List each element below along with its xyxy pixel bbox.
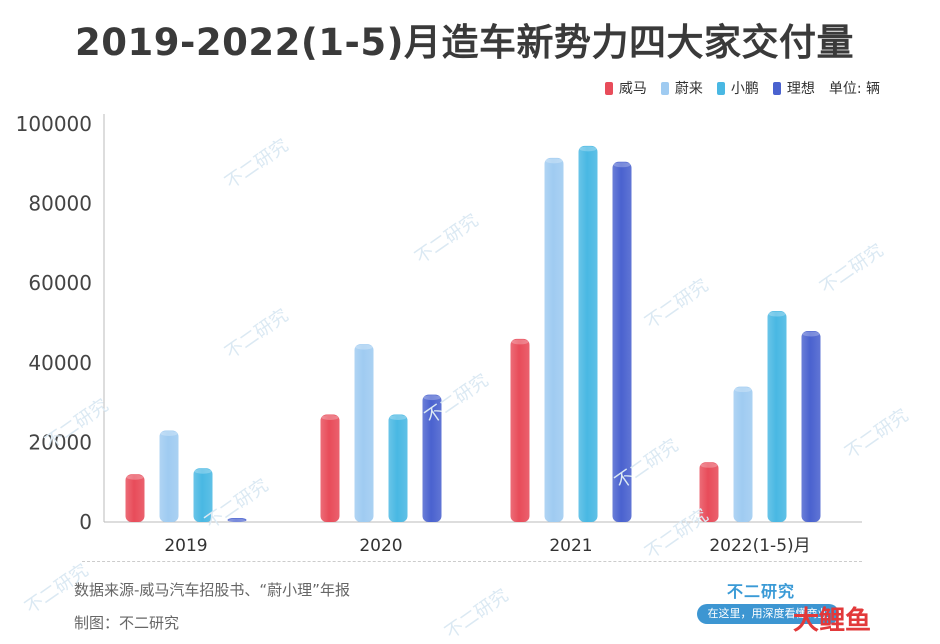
legend-swatch	[604, 81, 613, 95]
bar-top-highlight	[734, 387, 752, 393]
bar-top-highlight	[321, 415, 339, 421]
bar-2022(1-5)月-威马	[699, 462, 719, 522]
bar-top-highlight	[613, 162, 631, 168]
corner-logo: 大鲤鱼	[793, 606, 872, 636]
legend-label: 蔚来	[674, 81, 703, 97]
legend-items: 威马 蔚来 小鹏 理想	[591, 78, 815, 98]
y-tick-label: 0	[79, 510, 92, 534]
bar-2020-威马	[320, 414, 340, 522]
bar-2021-威马	[510, 338, 530, 522]
bar-2019-理想	[227, 518, 247, 522]
footer-divider	[82, 561, 862, 562]
maker-note: 制图：不二研究	[74, 614, 180, 632]
y-tick-label: 40000	[28, 351, 92, 375]
legend-swatch	[716, 81, 725, 95]
legend-item: 威马	[604, 78, 647, 98]
bar-top-highlight	[579, 146, 597, 152]
y-tick-label: 20000	[28, 430, 92, 454]
bar-2022(1-5)月-小鹏	[767, 311, 787, 522]
y-tick-label: 60000	[28, 271, 92, 295]
legend-swatch	[660, 81, 669, 95]
bar-2019-蔚来	[159, 430, 179, 522]
legend-item: 小鹏	[716, 78, 759, 98]
bar-2021-蔚来	[544, 157, 564, 522]
legend-label: 小鹏	[730, 81, 759, 97]
bar-2020-小鹏	[388, 414, 408, 522]
chart-legend: 威马 蔚来 小鹏 理想 单位: 辆	[591, 78, 880, 98]
source-note: 数据来源-威马汽车招股书、“蔚小理”年报	[74, 581, 350, 599]
bar-top-highlight	[545, 158, 563, 164]
x-tick-label: 2019	[164, 536, 207, 556]
chart-title: 2019-2022(1-5)月造车新势力四大家交付量	[75, 21, 854, 64]
bar-top-highlight	[511, 339, 529, 345]
bar-2021-理想	[612, 161, 632, 522]
legend-item: 蔚来	[660, 78, 703, 98]
bar-2020-理想	[422, 394, 442, 522]
bar-2019-小鹏	[193, 468, 213, 522]
bar-top-highlight	[228, 518, 246, 524]
bar-2021-小鹏	[578, 145, 598, 522]
unit-label: 单位: 辆	[828, 81, 880, 97]
x-tick-label: 2022(1-5)月	[709, 536, 810, 556]
legend-item: 理想	[772, 78, 815, 98]
bar-2022(1-5)月-理想	[801, 330, 821, 522]
y-tick-label: 100000	[16, 112, 92, 136]
bar-2019-威马	[125, 474, 145, 522]
legend-label: 威马	[618, 81, 647, 97]
bar-top-highlight	[802, 331, 820, 337]
bar-2022(1-5)月-蔚来	[733, 386, 753, 522]
bar-top-highlight	[768, 311, 786, 317]
legend-swatch	[772, 81, 781, 95]
x-tick-label: 2020	[359, 536, 402, 556]
bar-top-highlight	[700, 462, 718, 468]
legend-label: 理想	[786, 81, 815, 97]
bar-top-highlight	[126, 474, 144, 480]
x-tick-label: 2021	[549, 536, 592, 556]
bar-top-highlight	[194, 468, 212, 474]
bar-top-highlight	[160, 430, 178, 436]
bar-top-highlight	[423, 395, 441, 401]
bar-2020-蔚来	[354, 344, 374, 522]
y-tick-label: 80000	[28, 192, 92, 216]
brand-tagline: 在这里，用深度看懂商业	[697, 604, 839, 624]
bar-top-highlight	[355, 344, 373, 350]
brand-logo-text: 不二研究	[727, 582, 796, 601]
bar-top-highlight	[389, 415, 407, 421]
